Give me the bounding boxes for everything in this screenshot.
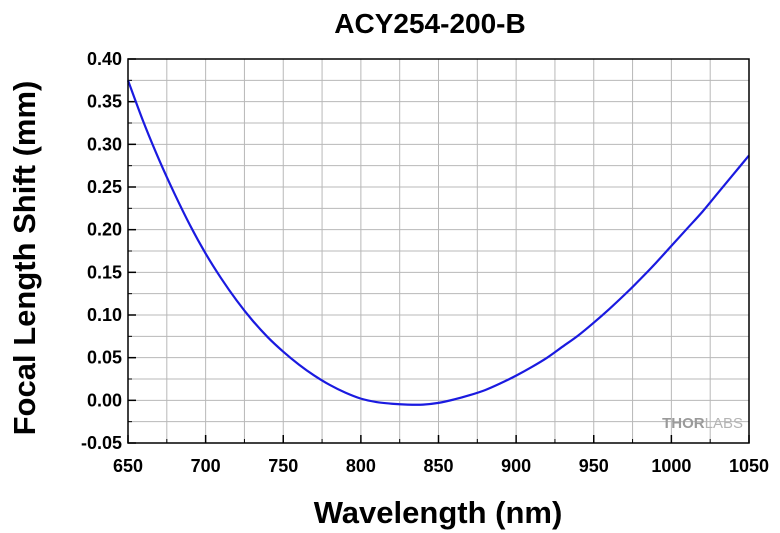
- y-tick-label: 0.30: [87, 134, 122, 154]
- y-tick-label: 0.10: [87, 305, 122, 325]
- grid-lines: [128, 59, 749, 443]
- watermark-part1: THOR: [662, 415, 705, 432]
- x-tick-label: 650: [113, 456, 143, 476]
- y-axis-title: Focal Length Shift (mm): [7, 81, 42, 436]
- series-layer: [126, 79, 750, 406]
- x-tick-label: 850: [423, 456, 453, 476]
- x-tick-label: 700: [191, 456, 221, 476]
- y-tick-label: 0.35: [87, 92, 122, 112]
- plot-frame: [127, 58, 750, 444]
- y-tick-label: 0.00: [87, 390, 122, 410]
- y-tick-label: 0.05: [87, 348, 122, 368]
- x-tick-label: 800: [346, 456, 376, 476]
- y-tick-label: -0.05: [81, 433, 122, 453]
- chart-title: ACY254-200-B: [334, 8, 525, 39]
- y-tick-label: 0.40: [87, 49, 122, 69]
- x-tick-label: 950: [579, 456, 609, 476]
- series-line: [126, 79, 750, 406]
- y-tick-label: 0.15: [87, 262, 122, 282]
- x-tick-label: 1000: [651, 456, 691, 476]
- x-tick-labels: 650 700 750 800 850 900 950 1000 1050: [113, 456, 769, 476]
- y-tick-label: 0.20: [87, 220, 122, 240]
- svg-text:THORLABS: THORLABS: [662, 415, 743, 432]
- x-tick-label: 750: [268, 456, 298, 476]
- y-tick-labels: -0.05 0.00 0.05 0.10 0.15 0.20 0.25 0.30 0.35 0.4…: [81, 49, 122, 453]
- y-tick-label: 0.25: [87, 177, 122, 197]
- x-tick-label: 900: [501, 456, 531, 476]
- x-tick-label: 1050: [729, 456, 769, 476]
- thorlabs-watermark: THORLABS: [662, 415, 743, 432]
- watermark-part2: LABS: [705, 415, 743, 432]
- x-axis-title: Wavelength (nm): [314, 495, 563, 530]
